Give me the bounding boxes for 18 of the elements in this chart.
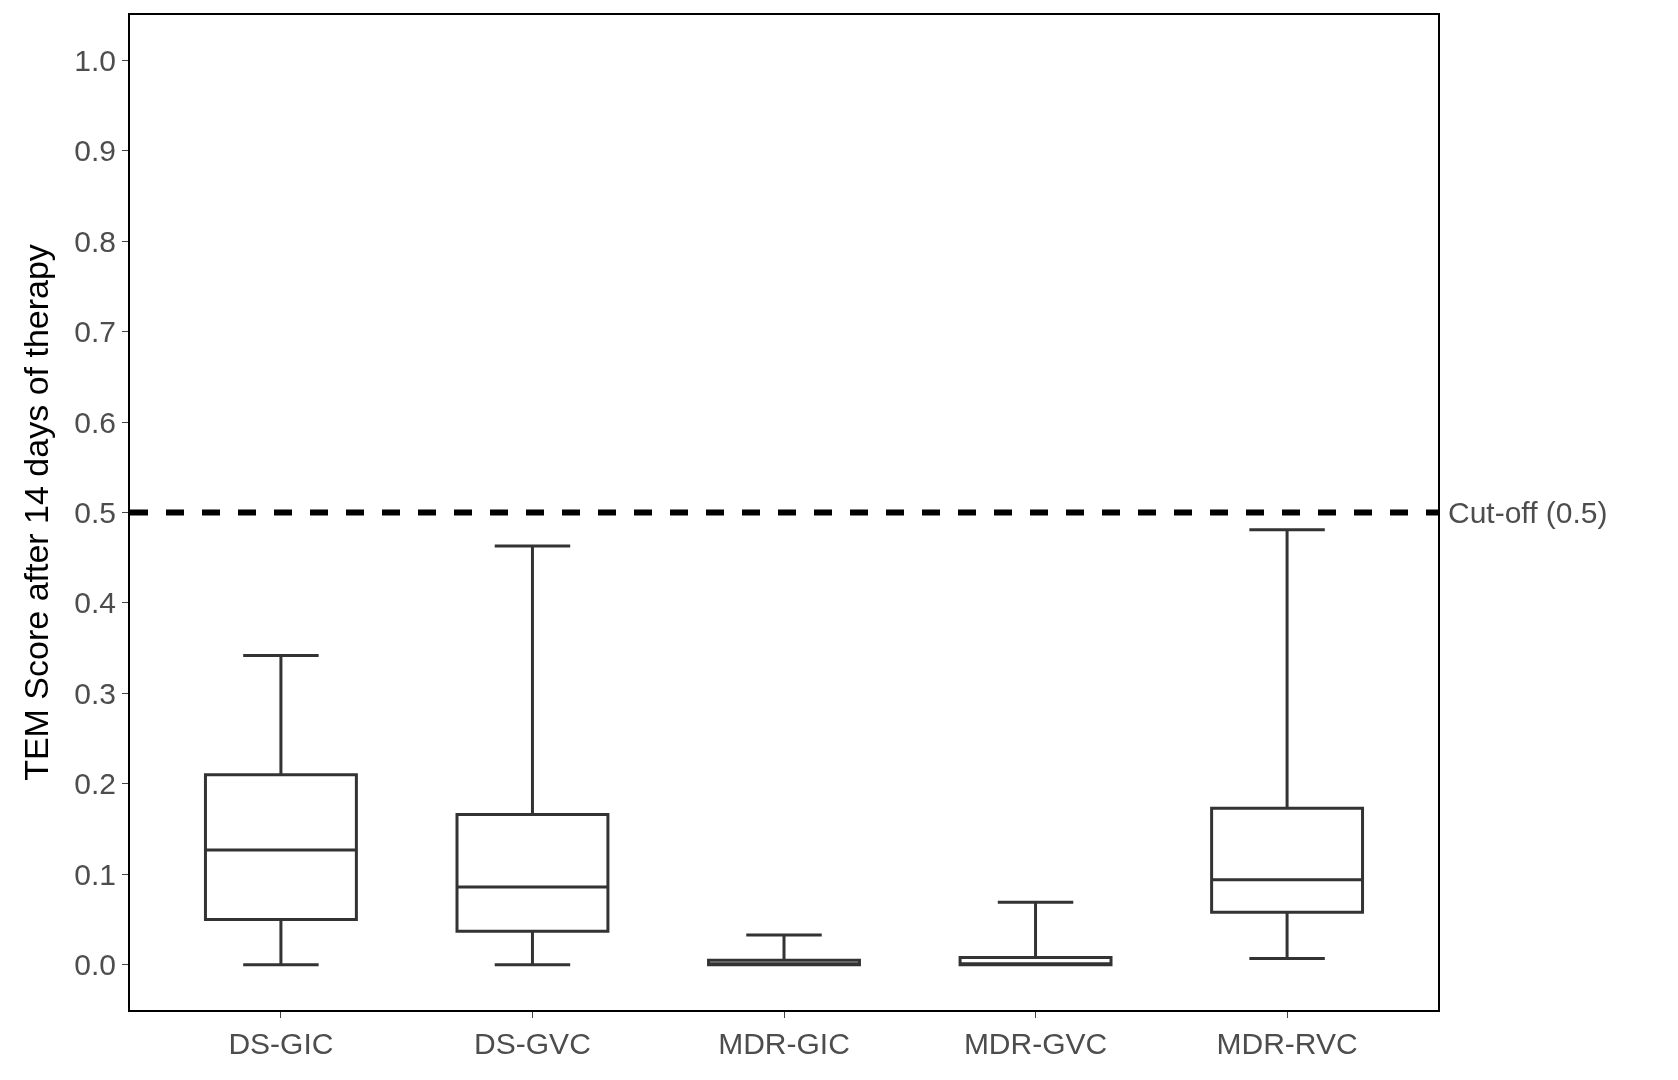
x-tick-label: MDR-RVC: [1216, 1027, 1358, 1060]
y-tick-label: 0.0: [74, 948, 116, 982]
x-tick-label: DS-GVC: [474, 1027, 591, 1060]
x-tick-label: DS-GIC: [228, 1027, 334, 1060]
y-tick-label: 0.5: [74, 496, 116, 529]
y-tick-label: 0.3: [74, 676, 116, 710]
y-axis-title: TEM Score after 14 days of therapy: [17, 244, 56, 781]
x-tick-label: MDR-GIC: [718, 1027, 850, 1060]
y-tick-label: 1.0: [74, 43, 116, 77]
y-tick-label: 0.8: [74, 224, 116, 258]
y-tick-label: 0.4: [74, 586, 116, 620]
y-tick-label: 0.9: [74, 134, 116, 168]
y-tick-label: 0.6: [74, 405, 116, 439]
y-tick-label: 0.2: [74, 767, 116, 801]
ref-line-label: Cut-off (0.5): [1448, 496, 1608, 529]
y-tick-label: 0.1: [74, 857, 116, 891]
x-tick-label: MDR-GVC: [963, 1027, 1108, 1060]
y-tick-label: 0.7: [74, 315, 116, 349]
